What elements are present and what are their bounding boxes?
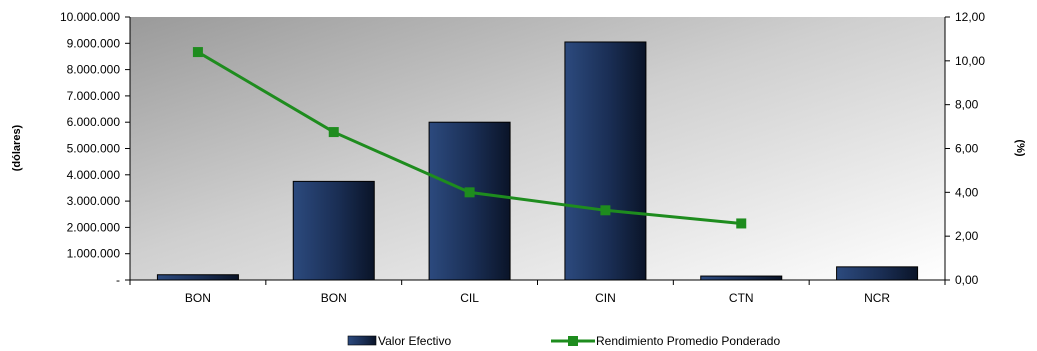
y2-axis-title: (%) xyxy=(1014,139,1026,156)
x-tick-label: CIL xyxy=(460,291,479,305)
y2-tick-label: 12,00 xyxy=(955,10,985,24)
bar xyxy=(428,121,511,281)
y-tick-label: 2.000.000 xyxy=(67,220,121,234)
legend-line-label: Rendimiento Promedio Ponderado xyxy=(596,334,780,348)
bar xyxy=(292,180,375,281)
legend-line-marker xyxy=(568,336,578,346)
line-marker xyxy=(192,47,203,58)
bar xyxy=(836,266,919,281)
line-marker xyxy=(736,218,747,229)
y2-tick-label: 0,00 xyxy=(955,273,979,287)
bar xyxy=(700,275,783,281)
line-marker xyxy=(600,205,611,216)
y-tick-label: 4.000.000 xyxy=(67,168,121,182)
legend-bar-label: Valor Efectivo xyxy=(378,334,451,348)
y2-tick-label: 4,00 xyxy=(955,185,979,199)
x-tick-label: NCR xyxy=(864,291,890,305)
legend-bar-swatch xyxy=(347,335,377,346)
legend: Valor Efectivo Rendimiento Promedio Pond… xyxy=(347,334,780,348)
y2-tick-label: 6,00 xyxy=(955,142,979,156)
x-tick-label: CIN xyxy=(595,291,616,305)
x-tick-label: CTN xyxy=(729,291,754,305)
y2-tick-label: 10,00 xyxy=(955,54,985,68)
y2-tick-label: 2,00 xyxy=(955,229,979,243)
y-tick-label: - xyxy=(116,273,120,287)
y-tick-label: 3.000.000 xyxy=(67,194,121,208)
bar xyxy=(564,41,647,281)
y-tick-label: 7.000.000 xyxy=(67,89,121,103)
y2-tick-label: 8,00 xyxy=(955,98,979,112)
plot-area xyxy=(130,17,945,280)
y-axis-title: (dólares) xyxy=(11,124,23,171)
bar xyxy=(156,274,239,281)
x-tick-label: BON xyxy=(185,291,211,305)
line-marker xyxy=(464,187,475,198)
y-tick-label: 1.000.000 xyxy=(67,247,121,261)
line-marker xyxy=(328,127,339,138)
y-tick-label: 9.000.000 xyxy=(67,36,121,50)
y-tick-label: 5.000.000 xyxy=(67,142,121,156)
y-tick-label: 8.000.000 xyxy=(67,63,121,77)
y-tick-label: 10.000.000 xyxy=(60,10,120,24)
x-tick-label: BON xyxy=(321,291,347,305)
y-tick-label: 6.000.000 xyxy=(67,115,121,129)
